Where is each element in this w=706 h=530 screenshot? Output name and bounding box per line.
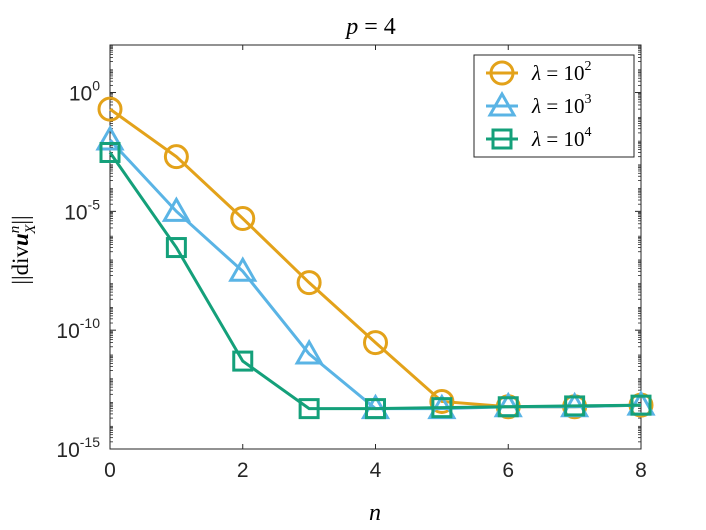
y-label-subscript: X [23,224,39,235]
data-point [95,125,125,151]
legend-marker [487,90,517,117]
legend-marker [489,60,515,86]
legend-entry: λ = 104 [486,125,591,151]
series-square [99,141,652,420]
y-tick-label: 10-15 [56,434,100,462]
x-axis: 0 2 4 6 8 [104,45,647,482]
x-tick-label: 2 [237,459,249,482]
data-point [161,196,191,222]
legend-label: λ = 103 [531,92,591,118]
y-label-vector: u [8,233,33,246]
svg-text:||divunX||: ||divunX|| [7,215,39,284]
legend-label: λ = 102 [531,59,591,85]
data-point [228,256,258,282]
data-point [630,394,652,416]
data-point [99,141,121,163]
y-label-suffix: || [8,215,33,224]
x-tick-label: 6 [502,459,514,482]
x-axis-label: n [369,500,381,526]
y-label-superscript: n [7,226,23,234]
data-point [564,395,586,417]
x-tick-label: 4 [370,459,382,482]
y-axis-label: ||divunX|| [7,215,39,284]
data-point [294,338,324,365]
data-point [163,144,189,170]
y-label-prefix: ||div [8,246,33,285]
series-line [108,151,642,411]
legend-marker [491,128,513,150]
data-point [429,388,455,414]
data-point [165,237,187,259]
y-tick-label: 100 [69,78,100,106]
y-tick-label: 10-5 [64,196,100,224]
data-point [230,206,256,232]
legend: λ = 102 λ = 103 λ = 104 [473,54,635,158]
legend-entry: λ = 103 [486,90,591,118]
data-point [365,398,386,420]
x-tick-label: 8 [635,459,647,482]
data-point [97,96,123,122]
y-tick-label: 10-10 [56,315,100,343]
data-point [298,398,320,420]
legend-label: λ = 104 [531,125,591,151]
chart-title: p = 4 [344,14,396,40]
data-point [232,350,254,372]
data-point [296,270,322,296]
data-point [497,396,519,418]
y-axis: 10-15 10-10 10-5 100 [56,45,641,462]
data-point [431,397,453,419]
series-layer [95,96,656,420]
legend-entry: λ = 102 [486,59,591,86]
data-point [363,330,388,356]
x-tick-label: 0 [104,459,116,482]
